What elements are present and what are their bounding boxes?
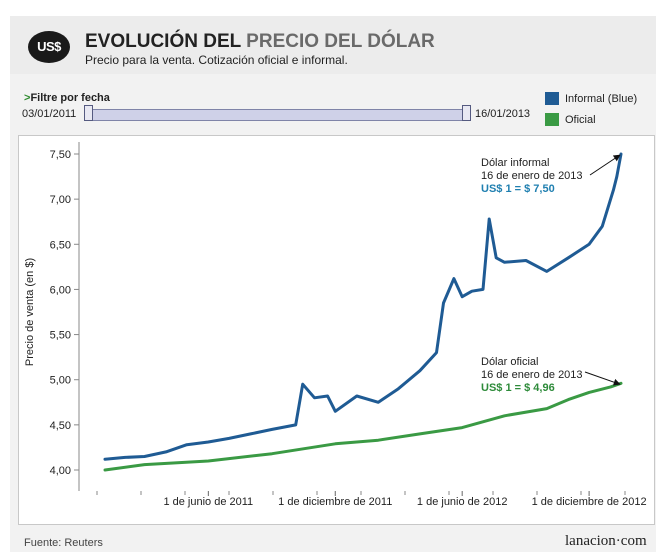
filter-end-date: 16/01/2013 [475, 108, 531, 120]
filter-label: >Filtre por fecha [24, 92, 110, 104]
page-subtitle: Precio para la venta. Cotización oficial… [85, 53, 348, 67]
legend-label-informal: Informal (Blue) [565, 92, 638, 105]
page-title: EVOLUCIÓN DEL PRECIO DEL DÓLAR [85, 31, 435, 53]
slider-start-handle[interactable] [84, 105, 93, 121]
date-range-slider[interactable] [86, 109, 469, 121]
plot-area [18, 135, 655, 525]
legend-item-informal[interactable]: Informal (Blue) [545, 92, 637, 105]
legend-swatch-oficial [545, 113, 559, 126]
slider-end-handle[interactable] [462, 105, 471, 121]
title-part1: EVOLUCIÓN DEL [85, 31, 247, 52]
chevron-right-icon: > [24, 92, 31, 104]
currency-badge: US$ [28, 31, 70, 63]
legend-swatch-informal [545, 92, 559, 105]
filter-start-date: 03/01/2011 [22, 108, 77, 120]
title-part2: PRECIO DEL DÓLAR [246, 31, 435, 52]
legend-label-oficial: Oficial [565, 113, 596, 126]
header-bar [10, 16, 656, 74]
brand-logo[interactable]: lanacion·com [565, 533, 647, 549]
source-note: Fuente: Reuters [24, 537, 103, 549]
filter-label-text: Filtre por fecha [30, 92, 110, 104]
legend-item-oficial[interactable]: Oficial [545, 113, 596, 126]
